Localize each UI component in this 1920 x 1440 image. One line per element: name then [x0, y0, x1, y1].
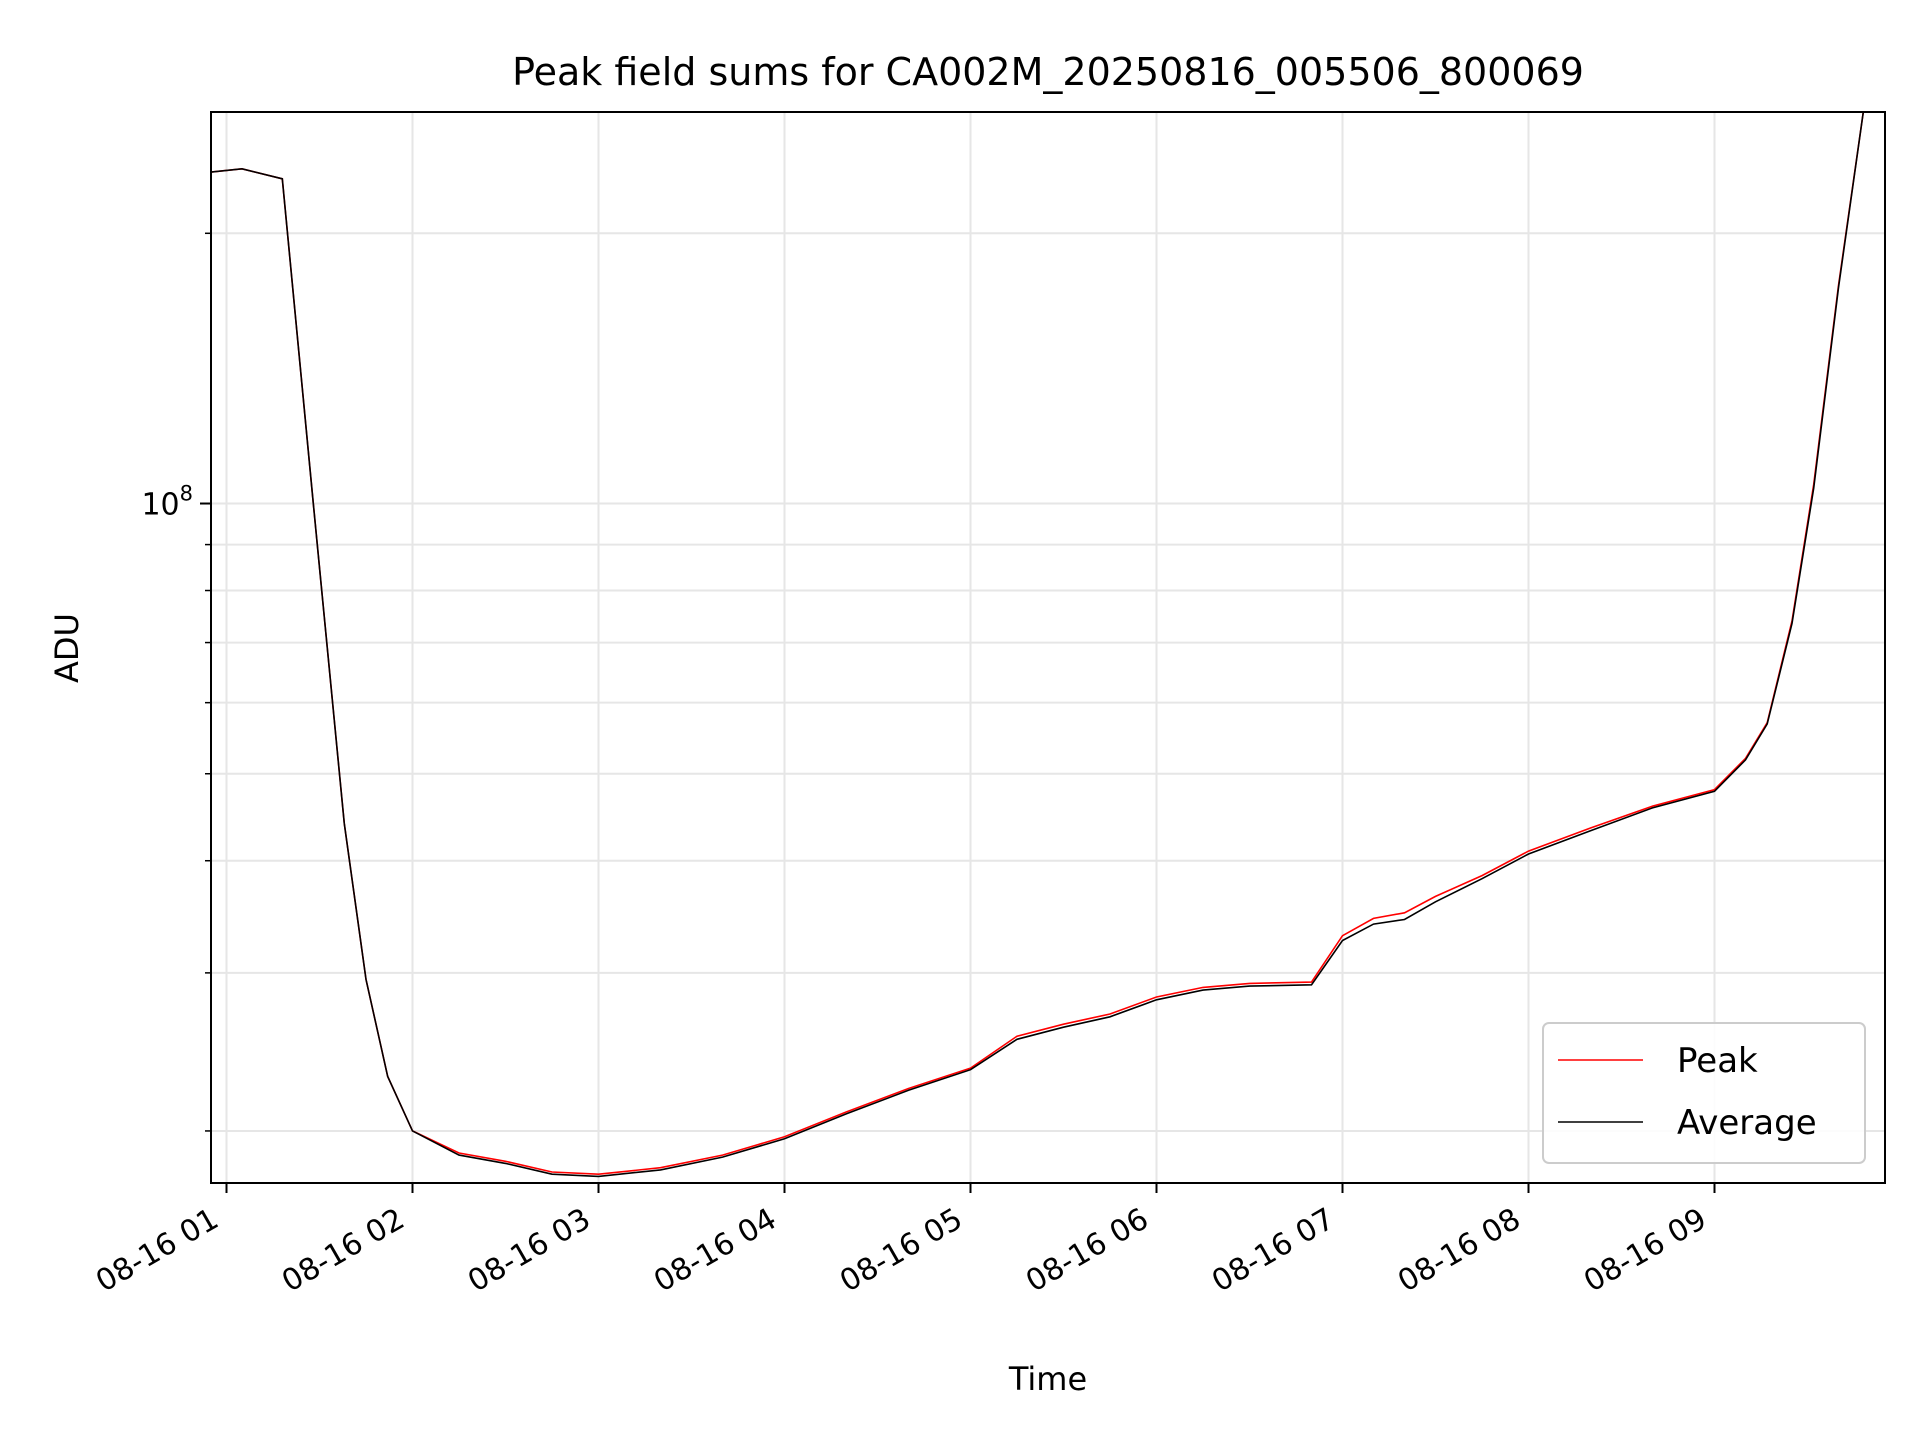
- plot-frame: [210, 111, 1886, 1184]
- series-line-average: [211, 112, 1885, 1178]
- legend-box: [1542, 1022, 1866, 1164]
- chart-title: Peak field sums for CA002M_20250816_0055…: [512, 50, 1584, 94]
- y-tick-label: 108: [141, 482, 193, 523]
- plot-area: [211, 112, 1885, 1178]
- y-axis-label: ADU: [48, 613, 86, 683]
- y-axis-ticks: 108: [141, 232, 211, 1132]
- x-axis-label: Time: [1008, 1360, 1087, 1398]
- legend-label-average: Average: [1677, 1103, 1817, 1143]
- legend: Peak Average: [1542, 1022, 1866, 1164]
- legend-label-peak: Peak: [1677, 1041, 1758, 1081]
